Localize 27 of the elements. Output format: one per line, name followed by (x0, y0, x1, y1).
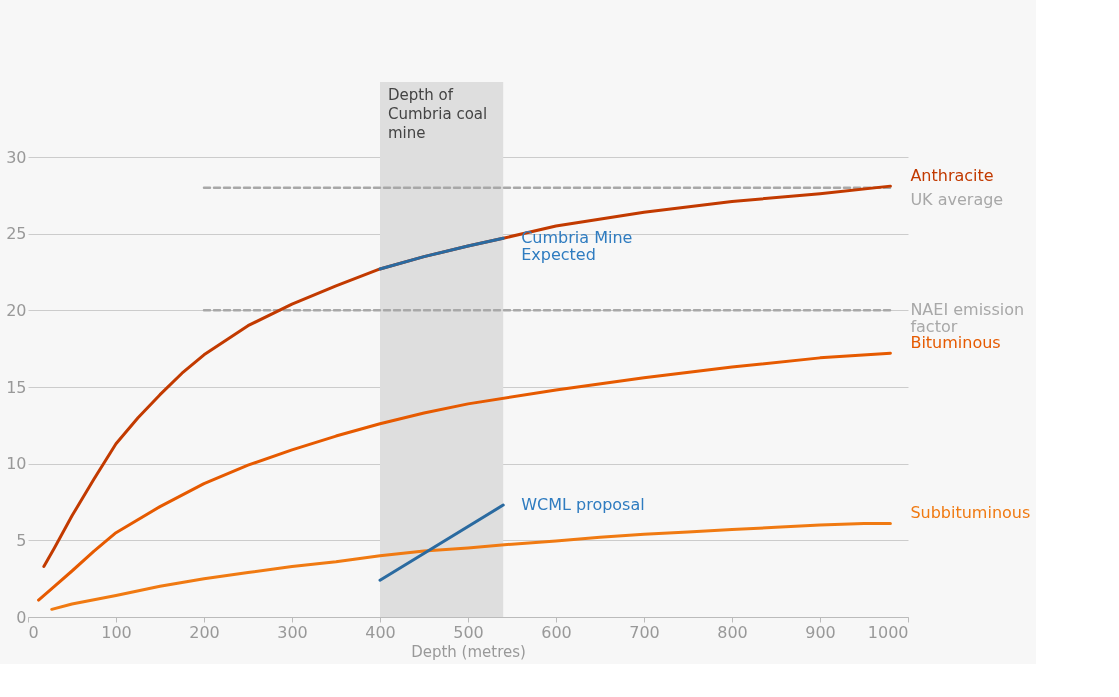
y-tick-label: 25 (6, 224, 27, 244)
series-label: WCML proposal (521, 495, 645, 515)
band-label: Depth of Cumbria coal mine (388, 86, 488, 142)
series-label: Anthracite (910, 166, 994, 186)
y-tick-label: 20 (6, 300, 27, 320)
y-tick-label: 0 (16, 607, 27, 627)
line-series (378, 236, 505, 271)
x-tick-label: 1000 (867, 622, 909, 642)
x-tick-label: 200 (189, 622, 220, 642)
x-tick-label: 300 (277, 622, 308, 642)
y-tick-label: 10 (6, 454, 27, 474)
series-label: Subbituminous (910, 503, 1031, 523)
x-tick-label: 500 (453, 622, 484, 642)
y-tick-label: 5 (16, 530, 27, 550)
x-tick-label: 400 (365, 622, 396, 642)
x-axis-title: Depth (metres) (411, 642, 526, 661)
line-series (37, 351, 892, 602)
x-tick-label: 600 (541, 622, 572, 642)
x-tick-label: 100 (101, 622, 132, 642)
series-label: UK average (910, 189, 1004, 209)
x-tick-label: 800 (717, 622, 748, 642)
series-label: Cumbria Mine Expected (521, 228, 633, 265)
x-tick-label: 700 (629, 622, 660, 642)
y-tick-label: 15 (6, 377, 27, 397)
line-series (50, 521, 892, 611)
y-tick-label: 30 (6, 147, 27, 167)
x-tick-label: 900 (805, 622, 836, 642)
